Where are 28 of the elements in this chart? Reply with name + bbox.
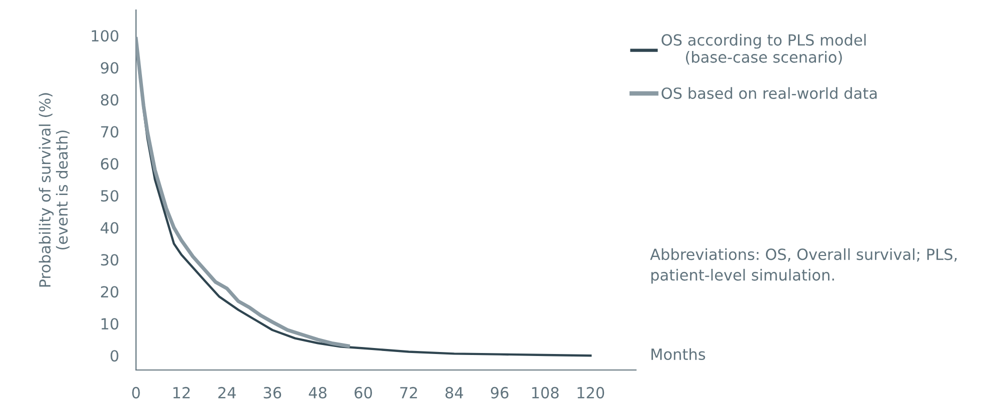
x-tick-label: 96 (490, 386, 508, 398)
x-tick-label: 84 (445, 386, 464, 398)
line-series (136, 36, 350, 348)
legend-label: OS according to PLS model (base-case scenario) (662, 34, 866, 65)
y-axis-title: Probability of survival (%) (event is death) (38, 93, 70, 287)
x-tick-label: 48 (308, 386, 326, 398)
x-tick-label: 60 (354, 386, 372, 398)
text: Abbreviations: OS, Overall survival; PLS, patient-level simulation. (650, 248, 957, 284)
y-tick-label: 70 (101, 126, 118, 138)
y-tick-label: 20 (101, 286, 118, 298)
x-tick-label: 36 (264, 386, 282, 398)
x-tick-label: 72 (400, 386, 417, 398)
x-tick-label: 24 (218, 386, 236, 398)
legend-label: OS based on real-world data (662, 87, 877, 100)
y-tick-label: 60 (100, 158, 118, 170)
y-tick-label: 100 (92, 30, 118, 42)
y-tick-label: 90 (100, 62, 118, 74)
x-tick-label: 12 (173, 386, 190, 398)
y-tick-label: 30 (101, 254, 118, 266)
x-tick-label: 108 (532, 386, 559, 398)
x-axis-title: Months (652, 348, 706, 360)
x-tick-label: 120 (578, 386, 604, 398)
y-tick-label: 40 (100, 222, 118, 234)
y-tick-label: 50 (101, 190, 118, 202)
x-tick-label: 0 (132, 386, 140, 398)
y-tick-label: 80 (100, 94, 118, 106)
y-tick-label: 10 (102, 318, 118, 330)
y-tick-label: 0 (110, 350, 118, 362)
